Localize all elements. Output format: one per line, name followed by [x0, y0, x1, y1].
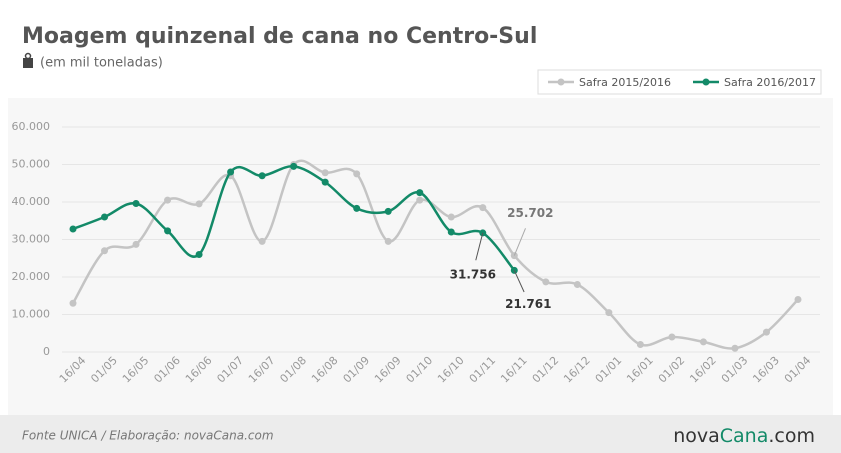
y-tick-label: 10.000 [12, 308, 51, 321]
point [258, 237, 266, 245]
point [542, 278, 550, 286]
point [195, 200, 203, 208]
y-tick-label: 0 [43, 345, 50, 358]
point [794, 296, 802, 303]
legend-label: Safra 2016/2017 [724, 76, 816, 89]
point [164, 227, 172, 235]
footer [0, 415, 841, 453]
point [227, 168, 235, 176]
point [101, 213, 109, 221]
chart-title: Moagem quinzenal de cana no Centro-Sul [22, 24, 537, 49]
point [353, 170, 361, 178]
logo-part: nova [673, 425, 720, 447]
leader-line [475, 232, 484, 261]
legend-box [537, 69, 822, 95]
point [668, 333, 676, 341]
point [132, 200, 140, 207]
logo-part: .com [768, 425, 815, 447]
point [101, 247, 109, 255]
point [699, 338, 707, 346]
point [384, 207, 392, 215]
point [605, 309, 613, 317]
legend-marker [557, 78, 565, 86]
logo: novaCana.com [673, 425, 815, 447]
point [290, 162, 298, 170]
y-tick-label: 60.000 [12, 120, 51, 133]
point [132, 240, 140, 248]
weight-icon [23, 52, 33, 68]
point [353, 204, 361, 212]
point [447, 213, 455, 221]
y-tick-label: 50.000 [12, 158, 51, 171]
legend-marker [702, 78, 710, 86]
y-tick-label: 30.000 [12, 233, 51, 246]
legend-label: Safra 2015/2016 [579, 76, 671, 89]
point [321, 178, 329, 186]
leader-line [513, 228, 526, 256]
y-tick-label: 20.000 [12, 270, 51, 283]
y-tick-label: 40.000 [12, 195, 51, 208]
value-label: 31.756 [450, 267, 496, 281]
point [479, 204, 487, 212]
point [69, 225, 77, 233]
plot-panel [8, 98, 833, 415]
point [69, 299, 77, 307]
value-label: 25.702 [507, 206, 553, 220]
point [731, 344, 739, 352]
subtitle: (em mil toneladas) [40, 56, 163, 71]
point [321, 169, 329, 177]
logo-part: Cana [720, 425, 769, 447]
point [416, 196, 424, 204]
point [573, 281, 581, 288]
leader-line [513, 270, 525, 293]
point [195, 251, 203, 258]
source: Fonte UNICA / Elaboração: novaCana.com [22, 429, 274, 443]
point [447, 228, 455, 236]
value-label: 21.761 [505, 297, 551, 311]
point [636, 341, 644, 348]
point [258, 172, 266, 180]
point [384, 237, 392, 245]
point [416, 189, 424, 197]
point [164, 196, 172, 204]
point [762, 328, 770, 336]
